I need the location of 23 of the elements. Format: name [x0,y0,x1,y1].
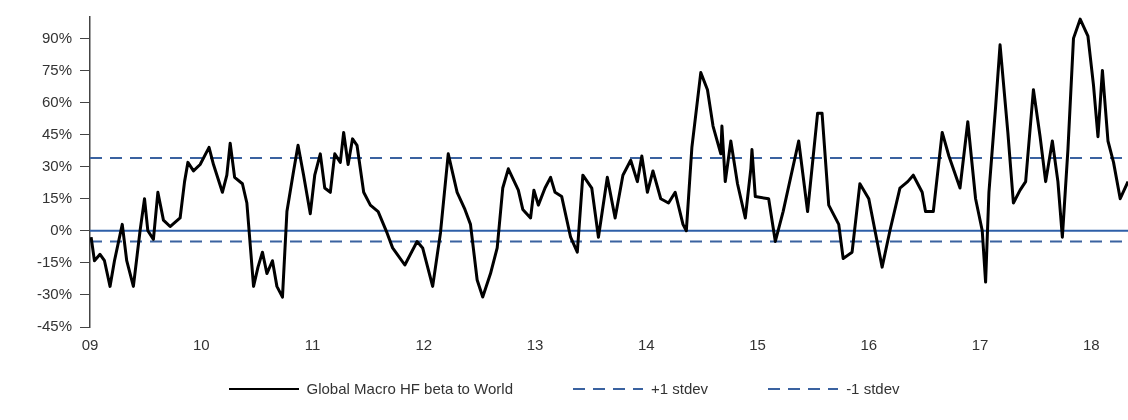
y-tick-label: -30% [36,285,72,303]
x-tick-label: 14 [637,336,655,354]
y-tick-label: 45% [41,124,72,142]
x-tick-label: 11 [304,336,321,354]
x-tick-label: 17 [971,336,989,354]
x-tick-label: 13 [526,336,544,354]
x-tick-label: 16 [860,336,878,354]
legend-label: +1 stdev [651,380,709,397]
y-tick-label: 90% [41,28,72,46]
y-tick-label: 15% [41,188,72,206]
x-tick-label: 12 [415,336,433,354]
y-tick-label: 75% [41,60,72,78]
legend-label: Global Macro HF beta to World [306,380,513,397]
y-tick-label: 30% [41,156,72,174]
x-tick-label: 10 [192,336,210,354]
y-tick-label: 0% [50,220,72,238]
x-tick-label: 18 [1082,336,1100,354]
y-tick-label: -45% [36,317,72,335]
x-tick-label: 15 [749,336,766,354]
legend-label: -1 stdev [846,380,900,397]
y-tick-label: 60% [41,92,72,110]
x-tick-label: 09 [81,336,99,354]
y-tick-label: -15% [36,253,72,270]
